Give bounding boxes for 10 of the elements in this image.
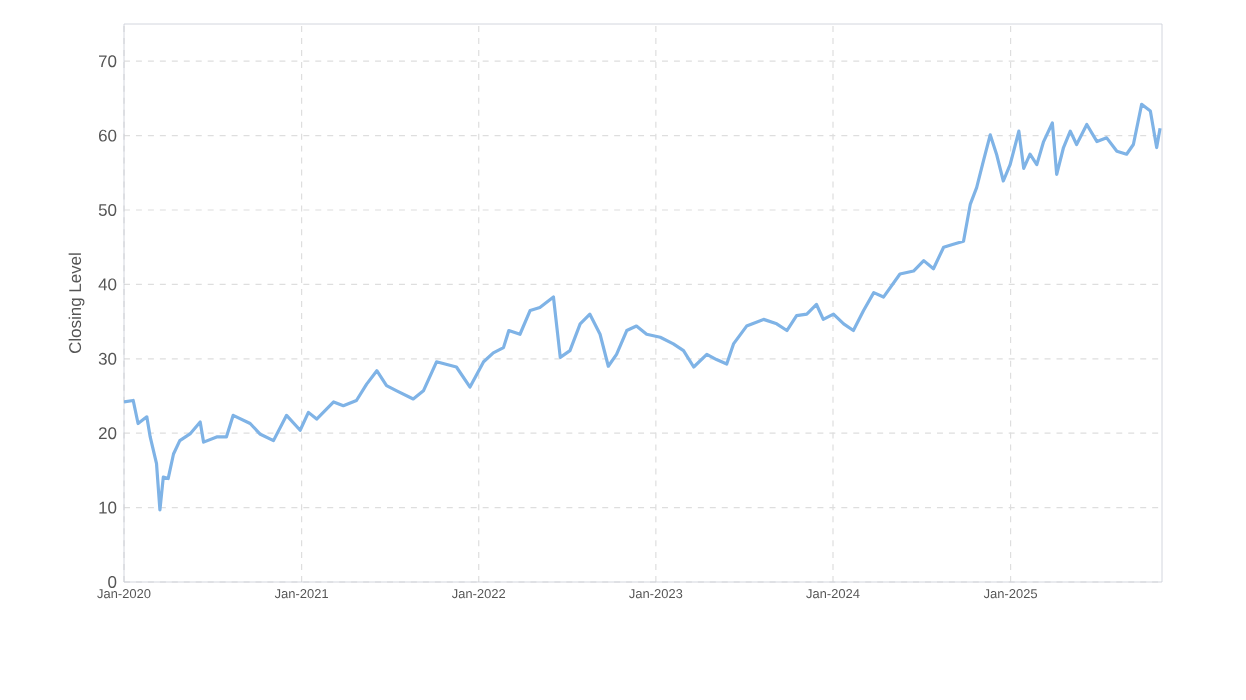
y-tick-label: 40	[98, 278, 117, 291]
y-tick-label: 60	[99, 129, 117, 142]
y-tick-label: 70	[99, 55, 117, 68]
y-tick-label: 50	[98, 204, 117, 216]
y-tick-label: 20	[98, 427, 117, 440]
y-tick-label: 0	[108, 576, 117, 588]
y-tick-label: 10	[99, 501, 117, 514]
y-tick-label: 30	[98, 352, 117, 365]
line-series	[124, 102, 1162, 512]
y-axis-title: Closing Level	[68, 253, 85, 353]
